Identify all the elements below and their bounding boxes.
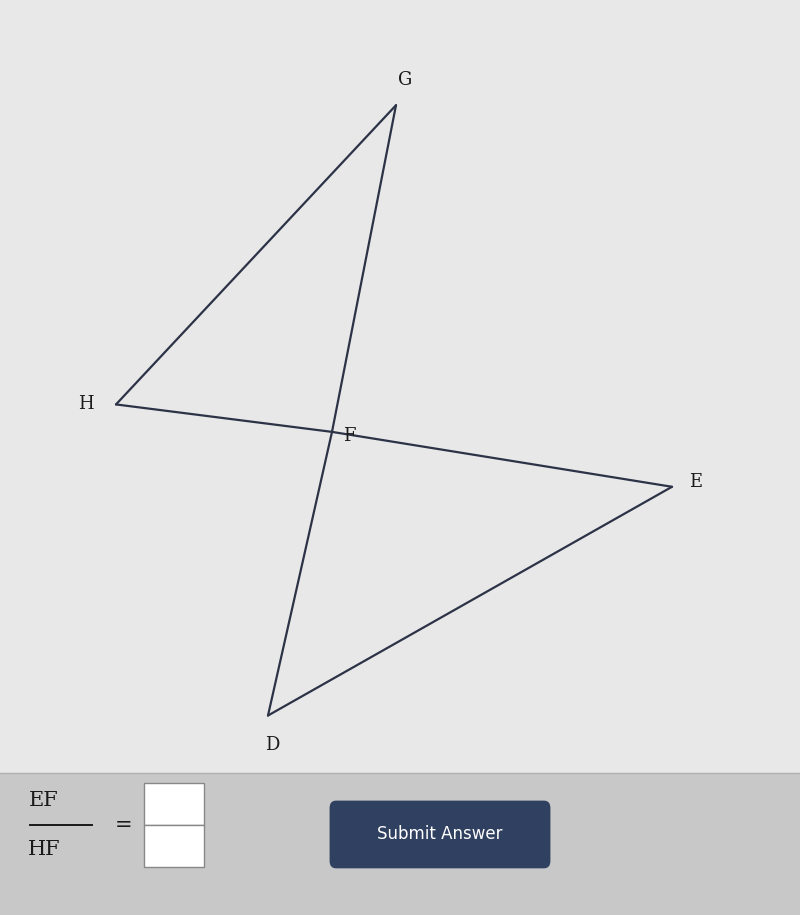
Bar: [0, 773, 800, 915]
Bar: [144, 783, 204, 825]
Text: =: =: [115, 815, 133, 835]
Text: Submit Answer: Submit Answer: [378, 825, 502, 844]
Text: HF: HF: [28, 840, 60, 858]
Text: E: E: [690, 473, 702, 491]
Text: D: D: [265, 736, 279, 754]
Text: EF: EF: [29, 791, 59, 810]
Text: H: H: [78, 395, 94, 414]
FancyBboxPatch shape: [330, 801, 550, 868]
Bar: [144, 825, 204, 867]
Text: F: F: [343, 427, 356, 446]
Text: G: G: [398, 70, 413, 89]
